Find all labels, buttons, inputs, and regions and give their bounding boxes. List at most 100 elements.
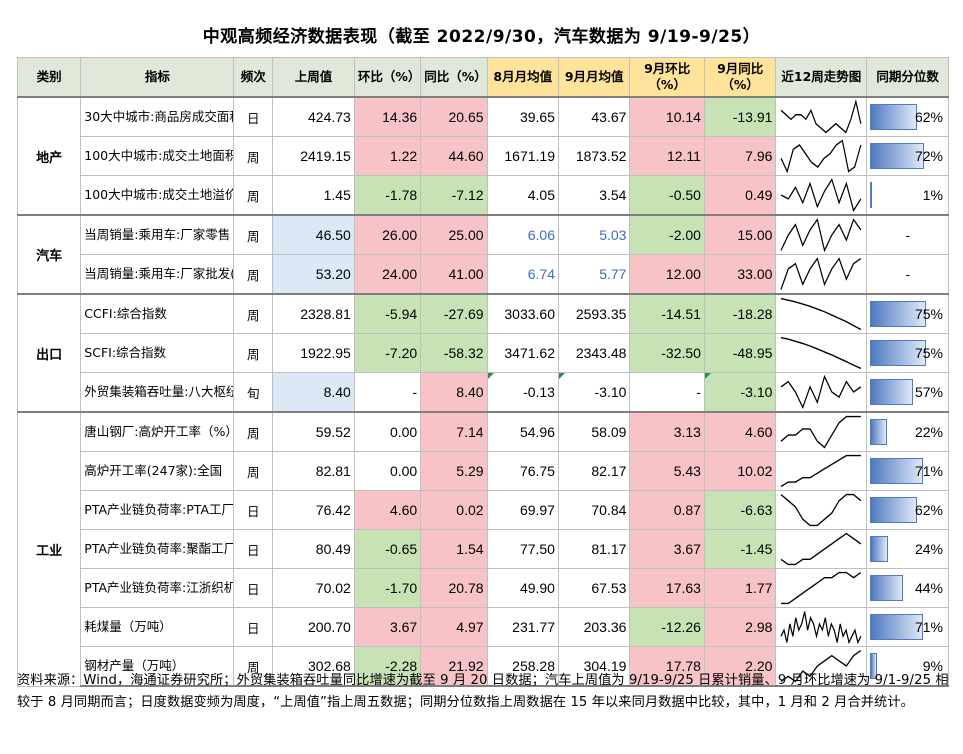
shb-value-cell: 12.11 bbox=[629, 136, 705, 176]
indicator-cell: CCFI:综合指数 bbox=[80, 293, 235, 334]
stb-value-cell: 33.00 bbox=[703, 254, 777, 295]
aug-value-cell: 258.28 bbox=[486, 646, 559, 687]
percentile-bar bbox=[870, 497, 917, 523]
frequency-cell: 周 bbox=[233, 411, 274, 452]
indicator-cell: 钢材产量（万吨） bbox=[80, 646, 235, 687]
percentile-label: 44% bbox=[914, 580, 943, 596]
page-title: 中观高频经济数据表现（截至 2022/9/30，汽车数据为 9/19-9/25） bbox=[202, 27, 761, 47]
percentile-cell: 71% bbox=[866, 607, 949, 647]
table-row: SCFI:综合指数周 1922.95 -7.20 -58.32 3471.62 2343.… bbox=[18, 333, 949, 373]
trend-sparkline-cell bbox=[775, 411, 868, 452]
source-note: 资料来源：Wind，海通证券研究所；外贸集装箱吞吐量同比增速为截至 9 月 20… bbox=[17, 673, 949, 710]
percentile-label: 71% bbox=[914, 463, 943, 479]
trend-line bbox=[780, 611, 862, 645]
trend-line bbox=[781, 415, 862, 449]
hb-value-cell: -7.20 bbox=[353, 333, 422, 373]
stb-value-cell: 4.60 bbox=[703, 411, 777, 452]
trend-sparkline-cell bbox=[775, 490, 868, 530]
header-cell: 环比（%） bbox=[353, 57, 422, 98]
percentile-label: 75% bbox=[914, 306, 943, 322]
trend-sparkline-cell bbox=[775, 451, 868, 491]
percentile-bar bbox=[870, 419, 887, 445]
percentile-label: 71% bbox=[914, 619, 943, 635]
last-value-cell: 1922.95 bbox=[272, 333, 355, 373]
trend-sparkline bbox=[780, 139, 862, 174]
sep-value-cell: 70.84 bbox=[557, 490, 631, 530]
table-row: 工业 唐山钢厂:高炉开工率（%）周 59.52 0.00 7.14 54.96 58.09 3… bbox=[16, 411, 949, 687]
percentile-bar bbox=[870, 340, 927, 366]
trend-line bbox=[780, 139, 862, 174]
frequency-cell: 周 bbox=[233, 175, 274, 216]
percentile-bar bbox=[870, 182, 873, 208]
stb-value-cell: -1.45 bbox=[703, 529, 777, 569]
tb-value-cell: 7.14 bbox=[420, 411, 488, 452]
sep-value-cell: 304.19 bbox=[557, 646, 631, 687]
tb-value-cell: 20.65 bbox=[420, 96, 488, 137]
indicator-cell: 30大中城市:商品房成交面积（万平方米） bbox=[80, 96, 235, 137]
last-value-cell: 424.73 bbox=[272, 96, 355, 137]
tb-value-cell: 20.78 bbox=[420, 568, 488, 608]
percentile-cell: 62% bbox=[866, 490, 949, 530]
table-row: PTA产业链负荷率:PTA工厂（%）日76.424.600.0269.9770.… bbox=[18, 490, 949, 530]
aug-value-cell: 3033.60 bbox=[486, 293, 559, 334]
stb-value-cell: -48.95 bbox=[703, 333, 777, 373]
frequency-cell: 日 bbox=[233, 568, 274, 608]
indicator-cell: PTA产业链负荷率:PTA工厂（%） bbox=[80, 490, 235, 530]
percentile-label: 62% bbox=[914, 109, 943, 125]
sep-value-cell: 203.36 bbox=[557, 607, 631, 647]
sep-value-cell: 5.77 bbox=[557, 254, 631, 295]
hb-value-cell: 24.00 bbox=[353, 254, 422, 295]
shb-value-cell: 5.43 bbox=[629, 451, 705, 491]
trend-line bbox=[781, 297, 862, 331]
shb-value-cell: - bbox=[629, 372, 705, 413]
last-value-cell: 2328.81 bbox=[272, 293, 355, 334]
trend-sparkline-cell bbox=[775, 254, 868, 295]
tb-value-cell: 0.02 bbox=[420, 490, 488, 530]
sep-value-cell: 2593.35 bbox=[557, 293, 631, 334]
percentile-label: 75% bbox=[914, 345, 943, 361]
table-row: 耗煤量（万吨）日 200.70 3.67 4.97 231.77 203.36 -12.26… bbox=[18, 607, 949, 647]
trend-sparkline-cell bbox=[775, 333, 868, 373]
tb-value-cell: 4.97 bbox=[420, 607, 488, 647]
tb-value-cell: 8.40 bbox=[420, 372, 488, 413]
percentile-cell: 24% bbox=[866, 529, 949, 569]
percentile-label: 24% bbox=[914, 541, 943, 557]
hb-value-cell: - bbox=[353, 372, 422, 413]
indicator-cell: 当周销量:乘用车:厂家零售（万辆） bbox=[80, 214, 235, 255]
header-row: 类别 指标 频次 上周值 环比（%） 同比（%） 8月月均值 9月月均值 9月环… bbox=[16, 57, 949, 98]
trend-sparkline bbox=[781, 336, 862, 370]
aug-value-cell: -0.13 bbox=[486, 372, 559, 413]
trend-sparkline bbox=[781, 493, 862, 527]
indicator-cell: PTA产业链负荷率:江浙织机（%） bbox=[80, 568, 235, 608]
sep-value-cell: 82.17 bbox=[557, 451, 631, 491]
category-cell: 地产 bbox=[16, 96, 82, 216]
hb-value-cell: 0.00 bbox=[353, 411, 422, 452]
table-body: 地产30大中城市:商品房成交面积（万平方米）日424.7314.3620.653… bbox=[16, 96, 949, 687]
percentile-label: 57% bbox=[914, 384, 943, 400]
percentile-bar bbox=[870, 301, 927, 327]
last-value-cell: 59.52 bbox=[272, 411, 355, 452]
sep-value-cell: 58.09 bbox=[557, 411, 631, 452]
header-cell: 类别 bbox=[16, 57, 82, 98]
category-cell: 工业 bbox=[16, 411, 82, 687]
stb-value-cell: -18.28 bbox=[703, 293, 777, 334]
last-value-cell: 80.49 bbox=[272, 529, 355, 569]
hb-value-cell: 3.67 bbox=[353, 607, 422, 647]
percentile-cell: 72% bbox=[866, 136, 949, 176]
percentile-label: 22% bbox=[914, 424, 943, 440]
percentile-label: 1% bbox=[922, 187, 943, 203]
aug-value-cell: 49.90 bbox=[486, 568, 559, 608]
hb-value-cell: -5.94 bbox=[353, 293, 422, 334]
trend-line bbox=[781, 532, 862, 566]
frequency-cell: 周 bbox=[233, 136, 274, 176]
indicator-cell: 耗煤量（万吨） bbox=[80, 607, 235, 647]
last-value-cell: 46.50 bbox=[272, 214, 355, 255]
category-cell: 出口 bbox=[16, 293, 82, 413]
percentile-cell: 75% bbox=[866, 333, 949, 373]
indicator-cell: 100大中城市:成交土地面积（万平方米） bbox=[80, 136, 235, 176]
stb-value-cell: 2.20 bbox=[703, 646, 777, 687]
shb-value-cell: -14.51 bbox=[629, 293, 705, 334]
percentile-bar bbox=[870, 104, 917, 130]
trend-sparkline-cell bbox=[775, 568, 868, 608]
hb-value-cell: 26.00 bbox=[353, 214, 422, 255]
